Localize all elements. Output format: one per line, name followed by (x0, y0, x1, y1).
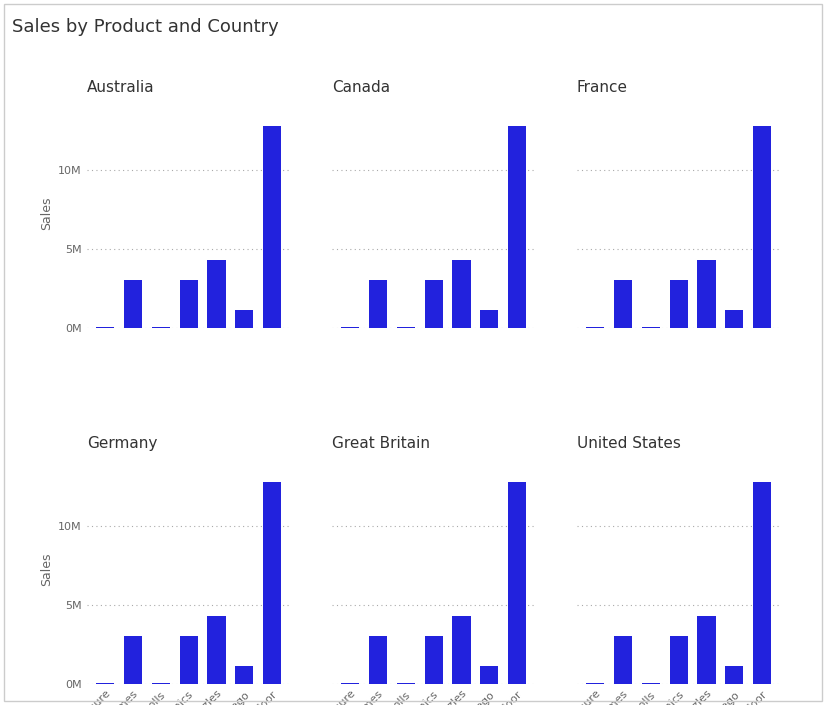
Bar (235, 666, 254, 684)
Bar (453, 260, 471, 328)
Bar (152, 326, 170, 328)
Bar (614, 637, 632, 684)
Y-axis label: Sales: Sales (40, 553, 53, 586)
Bar (96, 326, 114, 328)
Bar (753, 482, 771, 684)
Bar (207, 260, 225, 328)
Bar (670, 281, 688, 328)
Bar (425, 637, 443, 684)
Bar (753, 125, 771, 328)
Bar (670, 637, 688, 684)
Bar (341, 326, 359, 328)
Bar (396, 682, 415, 684)
Bar (124, 281, 142, 328)
Bar (96, 682, 114, 684)
Text: France: France (577, 80, 628, 94)
Bar (263, 125, 281, 328)
Bar (725, 666, 743, 684)
Text: United States: United States (577, 436, 681, 450)
Text: Sales by Product and Country: Sales by Product and Country (12, 18, 279, 36)
Text: Germany: Germany (87, 436, 157, 450)
Bar (179, 637, 197, 684)
Bar (425, 281, 443, 328)
Bar (480, 666, 498, 684)
Bar (369, 637, 387, 684)
Bar (124, 637, 142, 684)
Bar (341, 682, 359, 684)
Y-axis label: Sales: Sales (40, 197, 53, 230)
Bar (263, 482, 281, 684)
Bar (725, 310, 743, 328)
Bar (207, 616, 225, 684)
Bar (697, 260, 715, 328)
Bar (697, 616, 715, 684)
Text: Australia: Australia (87, 80, 154, 94)
Bar (480, 310, 498, 328)
Text: Canada: Canada (332, 80, 390, 94)
Bar (614, 281, 632, 328)
Bar (586, 326, 604, 328)
Bar (508, 482, 526, 684)
Text: Great Britain: Great Britain (332, 436, 430, 450)
Bar (453, 616, 471, 684)
Bar (235, 310, 254, 328)
Bar (369, 281, 387, 328)
Bar (586, 682, 604, 684)
Bar (179, 281, 197, 328)
Bar (152, 682, 170, 684)
Bar (642, 682, 660, 684)
Bar (396, 326, 415, 328)
Bar (642, 326, 660, 328)
Bar (508, 125, 526, 328)
